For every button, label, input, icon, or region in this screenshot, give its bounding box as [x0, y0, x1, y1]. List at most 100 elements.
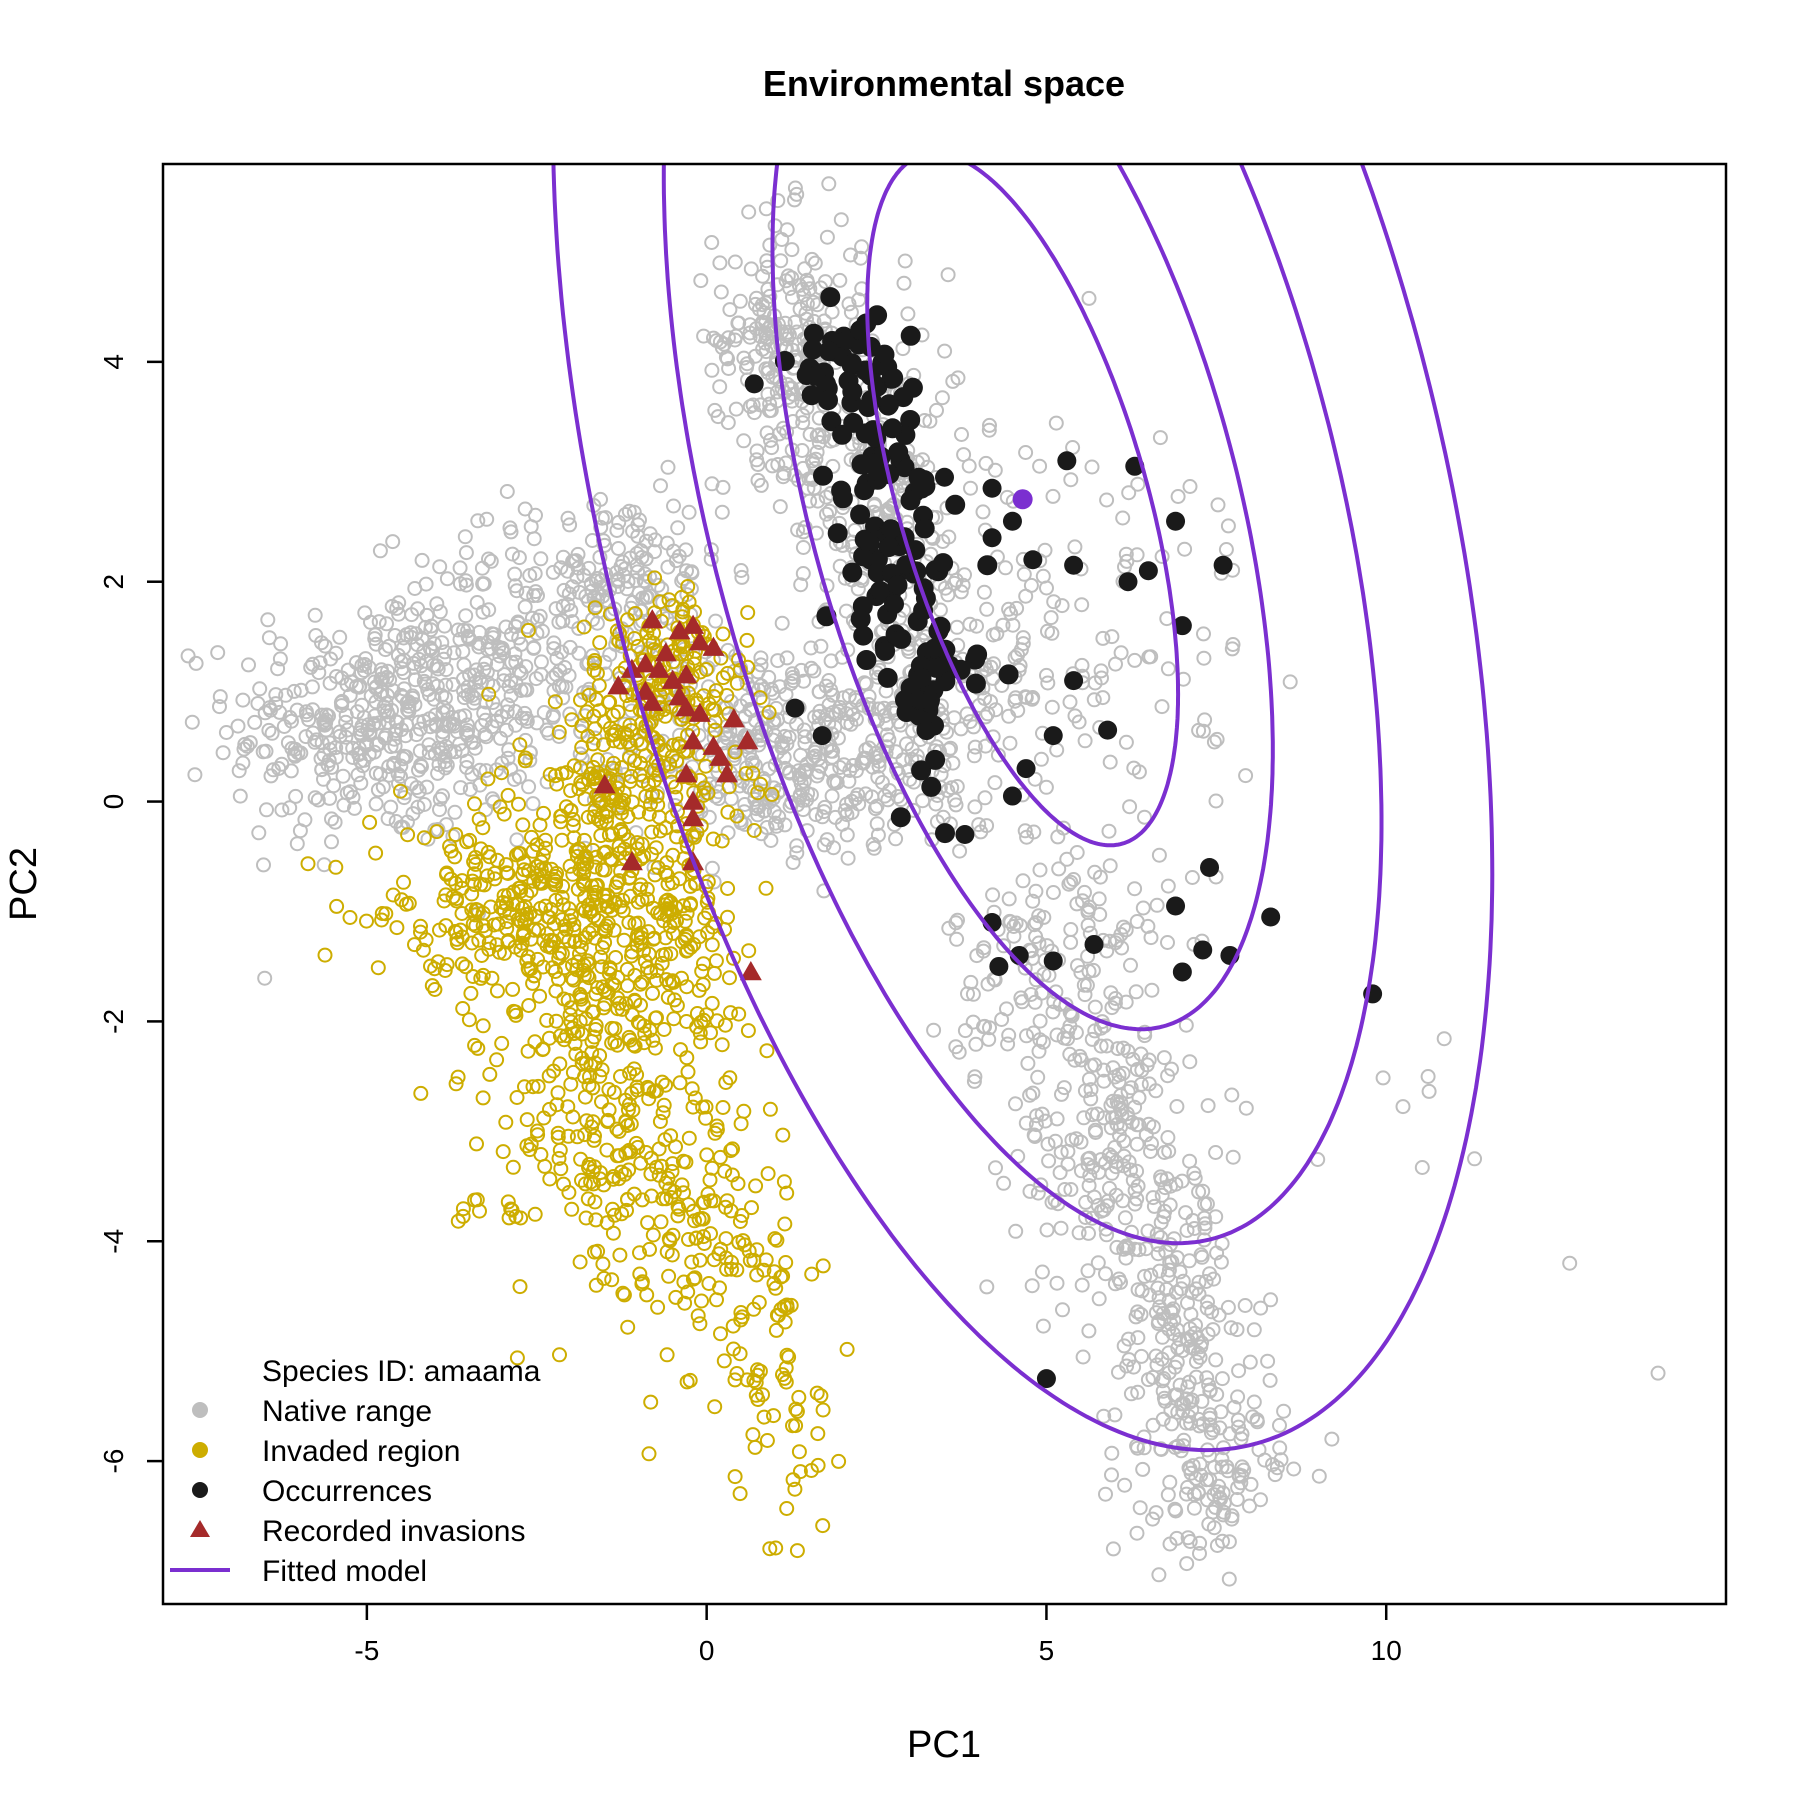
native-range-point: [1152, 430, 1168, 446]
invaded-region-point: [498, 857, 514, 873]
native-range-point: [339, 739, 354, 755]
recorded-invasion-point: [688, 702, 711, 722]
legend-label: Invaded region: [262, 1435, 461, 1468]
native-range-point: [460, 723, 476, 738]
native-range-point: [503, 524, 519, 540]
native-range-point: [932, 602, 948, 618]
native-range-point: [982, 1020, 997, 1036]
invaded-region-point: [557, 918, 573, 934]
invaded-region-point: [692, 1025, 708, 1041]
recorded-invasion-point: [675, 664, 698, 684]
native-range-point: [1203, 1425, 1219, 1441]
native-range-point: [283, 763, 299, 779]
native-range-point: [1197, 1196, 1213, 1212]
native-range-point: [1243, 1476, 1259, 1492]
invaded-region-point: [651, 1167, 667, 1183]
native-range-point: [261, 630, 277, 646]
model-contour-2: [770, 164, 1275, 1032]
native-range-point: [1001, 1027, 1017, 1043]
native-range-point: [371, 614, 387, 630]
native-range-point: [1048, 415, 1064, 431]
invaded-region-point: [413, 918, 428, 934]
native-range-point: [776, 465, 792, 481]
invaded-region-point: [586, 771, 602, 787]
native-range-point: [386, 757, 401, 773]
invaded-region-point: [385, 887, 401, 903]
occurrence-point: [1064, 555, 1084, 575]
native-range-point: [935, 534, 951, 549]
invaded-region-point: [639, 881, 655, 897]
native-range-point: [462, 782, 478, 797]
native-range-point: [1395, 1099, 1411, 1115]
native-range-point: [602, 647, 618, 663]
invaded-region-point: [359, 913, 374, 929]
invaded-region-point: [586, 1132, 602, 1148]
invaded-region-point: [789, 1403, 805, 1419]
native-range-point: [317, 638, 333, 654]
invaded-region-point: [455, 1001, 471, 1016]
native-range-point: [957, 567, 972, 583]
native-range-point: [947, 792, 963, 808]
native-range-point: [268, 696, 284, 712]
native-range-point: [763, 432, 778, 448]
native-range-point: [1022, 1087, 1038, 1103]
invaded-region-point: [554, 946, 570, 962]
native-range-point: [1104, 1149, 1120, 1165]
recorded-invasion-point: [634, 653, 657, 673]
invaded-region-point: [687, 1270, 703, 1286]
invaded-region-point: [706, 965, 722, 981]
native-range-point: [514, 710, 530, 726]
invaded-region-point: [508, 1007, 524, 1023]
native-range-point: [1018, 445, 1034, 460]
invaded-region-point: [579, 1113, 595, 1129]
invaded-region-point: [469, 1192, 485, 1208]
native-range-point: [439, 571, 455, 587]
native-range-point: [753, 678, 769, 694]
native-range-point: [1120, 1043, 1136, 1059]
invaded-region-point: [815, 1402, 831, 1418]
invaded-region-point: [599, 1215, 615, 1231]
invaded-region-point: [732, 1486, 748, 1502]
native-range-point: [995, 617, 1011, 633]
invaded-region-point: [659, 1244, 675, 1260]
invaded-region-point: [719, 1261, 735, 1277]
invaded-region-point: [653, 1214, 669, 1230]
invaded-region-point: [692, 929, 707, 945]
invaded-region-point: [634, 836, 650, 852]
invaded-region-point: [705, 831, 721, 847]
native-range-point: [258, 743, 274, 759]
native-range-point: [1002, 735, 1018, 751]
native-range-point: [1019, 1028, 1034, 1044]
native-range-point: [996, 938, 1012, 954]
native-range-point: [767, 218, 783, 234]
native-range-point: [753, 477, 769, 493]
native-range-point: [1092, 869, 1108, 885]
native-range-point: [1213, 1254, 1229, 1270]
invaded-region-point: [714, 833, 730, 849]
native-range-point: [955, 577, 971, 593]
native-range-point: [435, 788, 450, 804]
native-range-point: [772, 499, 788, 515]
invaded-region-point: [574, 1050, 590, 1066]
native-range-point: [1199, 1300, 1215, 1316]
native-range-point: [335, 768, 351, 784]
occurrence-point: [1213, 555, 1233, 575]
invaded-region-point: [607, 895, 623, 911]
invaded-region-point: [389, 920, 405, 936]
invaded-region-point: [723, 1143, 739, 1159]
native-range-point: [571, 645, 587, 661]
invaded-region-point: [594, 959, 610, 975]
recorded-invasion-point: [682, 614, 705, 634]
native-range-point: [1132, 1500, 1148, 1516]
native-range-point: [791, 277, 807, 293]
native-range-point: [647, 532, 663, 548]
invaded-region-point: [573, 1151, 589, 1167]
invaded-region-point: [481, 686, 497, 702]
native-range-point: [723, 791, 739, 807]
invaded-region-point: [595, 1256, 611, 1272]
invaded-region-point: [727, 1469, 743, 1485]
native-range-point: [785, 669, 801, 685]
native-range-point: [286, 683, 302, 699]
native-range-point: [1182, 1054, 1198, 1070]
invaded-region-point: [500, 1194, 516, 1210]
